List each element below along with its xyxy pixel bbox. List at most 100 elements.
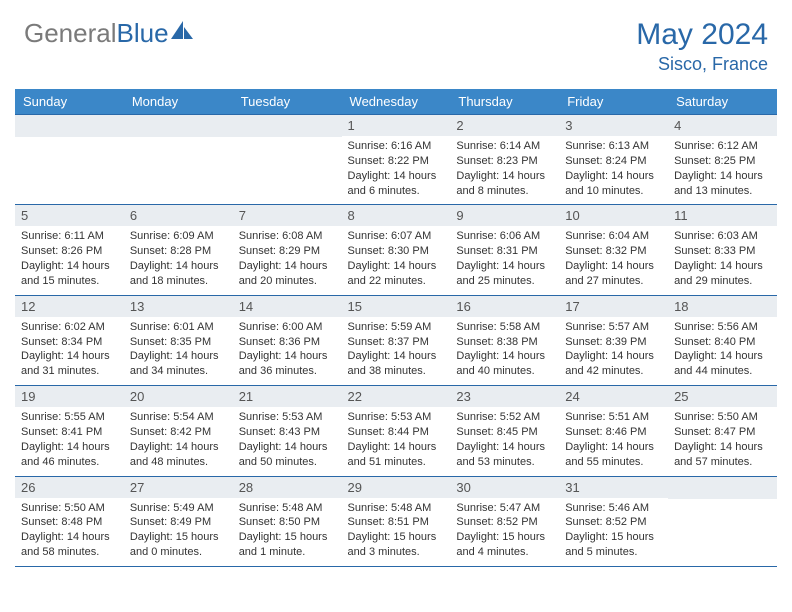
day-details: Sunrise: 5:46 AMSunset: 8:52 PMDaylight:…	[559, 498, 668, 566]
daylight-line: Daylight: 14 hours and 53 minutes.	[456, 440, 553, 470]
day-details: Sunrise: 6:04 AMSunset: 8:32 PMDaylight:…	[559, 226, 668, 294]
sunrise-line: Sunrise: 6:07 AM	[348, 229, 445, 244]
sunrise-line: Sunrise: 6:16 AM	[348, 139, 445, 154]
sunrise-line: Sunrise: 5:53 AM	[239, 410, 336, 425]
sunset-line: Sunset: 8:42 PM	[130, 425, 227, 440]
sunrise-line: Sunrise: 6:01 AM	[130, 320, 227, 335]
day-details: Sunrise: 6:14 AMSunset: 8:23 PMDaylight:…	[450, 136, 559, 204]
calendar-cell: 17Sunrise: 5:57 AMSunset: 8:39 PMDayligh…	[559, 295, 668, 385]
daylight-line: Daylight: 15 hours and 4 minutes.	[456, 530, 553, 560]
sunrise-line: Sunrise: 6:02 AM	[21, 320, 118, 335]
calendar-head: SundayMondayTuesdayWednesdayThursdayFrid…	[15, 89, 777, 115]
day-details: Sunrise: 6:08 AMSunset: 8:29 PMDaylight:…	[233, 226, 342, 294]
day-number: 26	[15, 477, 124, 498]
daylight-line: Daylight: 14 hours and 8 minutes.	[456, 169, 553, 199]
sunset-line: Sunset: 8:29 PM	[239, 244, 336, 259]
sunset-line: Sunset: 8:50 PM	[239, 515, 336, 530]
day-details: Sunrise: 5:48 AMSunset: 8:50 PMDaylight:…	[233, 498, 342, 566]
day-number: 1	[342, 115, 451, 136]
sunrise-line: Sunrise: 5:58 AM	[456, 320, 553, 335]
location: Sisco, France	[636, 54, 768, 75]
daylight-line: Daylight: 14 hours and 10 minutes.	[565, 169, 662, 199]
brand-part2: Blue	[117, 18, 169, 49]
daylight-line: Daylight: 14 hours and 34 minutes.	[130, 349, 227, 379]
daylight-line: Daylight: 14 hours and 6 minutes.	[348, 169, 445, 199]
daylight-line: Daylight: 14 hours and 40 minutes.	[456, 349, 553, 379]
day-header: Sunday	[15, 89, 124, 115]
day-number: 30	[450, 477, 559, 498]
calendar-cell: 2Sunrise: 6:14 AMSunset: 8:23 PMDaylight…	[450, 115, 559, 205]
day-details: Sunrise: 5:59 AMSunset: 8:37 PMDaylight:…	[342, 317, 451, 385]
day-header: Thursday	[450, 89, 559, 115]
daylight-line: Daylight: 14 hours and 18 minutes.	[130, 259, 227, 289]
day-number: 4	[668, 115, 777, 136]
sunset-line: Sunset: 8:43 PM	[239, 425, 336, 440]
calendar-cell: 11Sunrise: 6:03 AMSunset: 8:33 PMDayligh…	[668, 205, 777, 295]
sunrise-line: Sunrise: 5:59 AM	[348, 320, 445, 335]
day-details: Sunrise: 5:51 AMSunset: 8:46 PMDaylight:…	[559, 407, 668, 475]
day-details: Sunrise: 6:13 AMSunset: 8:24 PMDaylight:…	[559, 136, 668, 204]
calendar-cell: 30Sunrise: 5:47 AMSunset: 8:52 PMDayligh…	[450, 476, 559, 566]
sunset-line: Sunset: 8:39 PM	[565, 335, 662, 350]
calendar-cell: 3Sunrise: 6:13 AMSunset: 8:24 PMDaylight…	[559, 115, 668, 205]
day-details: Sunrise: 5:56 AMSunset: 8:40 PMDaylight:…	[668, 317, 777, 385]
day-details: Sunrise: 6:06 AMSunset: 8:31 PMDaylight:…	[450, 226, 559, 294]
day-details: Sunrise: 6:09 AMSunset: 8:28 PMDaylight:…	[124, 226, 233, 294]
calendar-cell: 9Sunrise: 6:06 AMSunset: 8:31 PMDaylight…	[450, 205, 559, 295]
daylight-line: Daylight: 14 hours and 51 minutes.	[348, 440, 445, 470]
daylight-line: Daylight: 14 hours and 20 minutes.	[239, 259, 336, 289]
day-number: 28	[233, 477, 342, 498]
day-details: Sunrise: 5:53 AMSunset: 8:43 PMDaylight:…	[233, 407, 342, 475]
calendar-cell: 4Sunrise: 6:12 AMSunset: 8:25 PMDaylight…	[668, 115, 777, 205]
sunset-line: Sunset: 8:24 PM	[565, 154, 662, 169]
day-number: 25	[668, 386, 777, 407]
day-details: Sunrise: 5:53 AMSunset: 8:44 PMDaylight:…	[342, 407, 451, 475]
day-number: 29	[342, 477, 451, 498]
day-details: Sunrise: 6:16 AMSunset: 8:22 PMDaylight:…	[342, 136, 451, 204]
day-number: 12	[15, 296, 124, 317]
brand-sail-icon	[171, 21, 193, 39]
day-number	[233, 115, 342, 137]
day-number: 16	[450, 296, 559, 317]
day-details: Sunrise: 5:57 AMSunset: 8:39 PMDaylight:…	[559, 317, 668, 385]
daylight-line: Daylight: 15 hours and 3 minutes.	[348, 530, 445, 560]
sunset-line: Sunset: 8:40 PM	[674, 335, 771, 350]
sunset-line: Sunset: 8:34 PM	[21, 335, 118, 350]
daylight-line: Daylight: 14 hours and 15 minutes.	[21, 259, 118, 289]
sunset-line: Sunset: 8:52 PM	[565, 515, 662, 530]
sunrise-line: Sunrise: 5:50 AM	[674, 410, 771, 425]
title-block: May 2024 Sisco, France	[636, 18, 768, 75]
sunrise-line: Sunrise: 5:55 AM	[21, 410, 118, 425]
day-details: Sunrise: 5:50 AMSunset: 8:47 PMDaylight:…	[668, 407, 777, 475]
day-header: Tuesday	[233, 89, 342, 115]
day-number: 20	[124, 386, 233, 407]
calendar-cell: 24Sunrise: 5:51 AMSunset: 8:46 PMDayligh…	[559, 386, 668, 476]
sunrise-line: Sunrise: 5:46 AM	[565, 501, 662, 516]
sunrise-line: Sunrise: 5:52 AM	[456, 410, 553, 425]
sunrise-line: Sunrise: 6:00 AM	[239, 320, 336, 335]
sunset-line: Sunset: 8:44 PM	[348, 425, 445, 440]
day-header: Saturday	[668, 89, 777, 115]
day-details: Sunrise: 5:58 AMSunset: 8:38 PMDaylight:…	[450, 317, 559, 385]
sunrise-line: Sunrise: 6:04 AM	[565, 229, 662, 244]
day-number: 2	[450, 115, 559, 136]
brand-part1: General	[24, 18, 117, 49]
day-number: 17	[559, 296, 668, 317]
daylight-line: Daylight: 14 hours and 55 minutes.	[565, 440, 662, 470]
sunrise-line: Sunrise: 6:12 AM	[674, 139, 771, 154]
brand-logo: GeneralBlue	[24, 18, 193, 49]
day-number: 18	[668, 296, 777, 317]
day-details: Sunrise: 5:49 AMSunset: 8:49 PMDaylight:…	[124, 498, 233, 566]
sunrise-line: Sunrise: 6:09 AM	[130, 229, 227, 244]
sunrise-line: Sunrise: 6:08 AM	[239, 229, 336, 244]
calendar-cell: 18Sunrise: 5:56 AMSunset: 8:40 PMDayligh…	[668, 295, 777, 385]
day-header: Monday	[124, 89, 233, 115]
calendar-table: SundayMondayTuesdayWednesdayThursdayFrid…	[15, 89, 777, 567]
calendar-cell: 7Sunrise: 6:08 AMSunset: 8:29 PMDaylight…	[233, 205, 342, 295]
day-number: 19	[15, 386, 124, 407]
daylight-line: Daylight: 14 hours and 13 minutes.	[674, 169, 771, 199]
daylight-line: Daylight: 15 hours and 0 minutes.	[130, 530, 227, 560]
calendar-cell	[15, 115, 124, 205]
sunrise-line: Sunrise: 5:53 AM	[348, 410, 445, 425]
day-details: Sunrise: 6:02 AMSunset: 8:34 PMDaylight:…	[15, 317, 124, 385]
